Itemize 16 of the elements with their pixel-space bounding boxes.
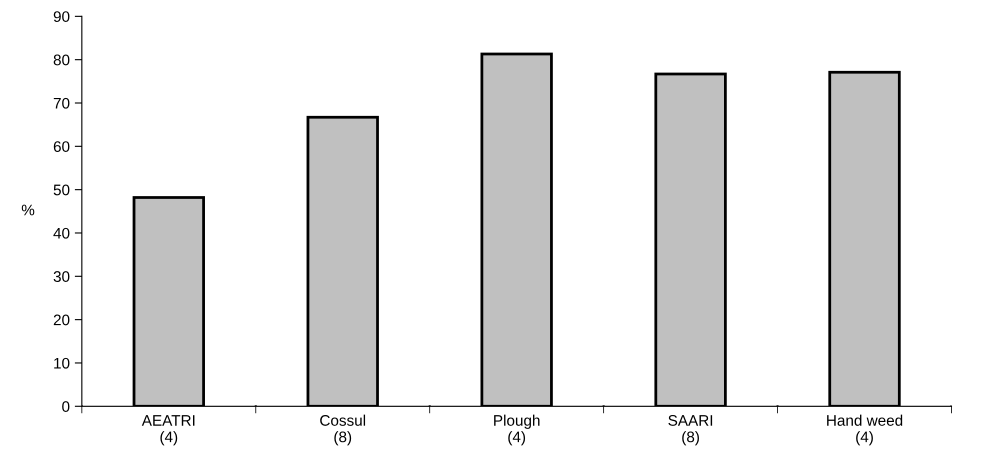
y-tick-label: 0: [62, 401, 70, 412]
y-tick-label: 20: [54, 314, 70, 326]
y-tick-label: 60: [54, 141, 70, 152]
x-tick-label: Plough (4): [494, 414, 540, 446]
x-tick-label: Hand weed (4): [827, 414, 902, 446]
y-tick-label: 40: [53, 228, 70, 239]
y-tick-label: 30: [54, 271, 70, 282]
y-tick-label: 70: [54, 98, 70, 109]
x-tick-label: Cossul (8): [320, 414, 366, 446]
x-tick-label: SAARI (8): [668, 415, 712, 446]
y-tick-label: 10: [54, 358, 70, 369]
y-tick-label: 90: [54, 11, 70, 22]
y-tick-label: 80: [54, 54, 70, 66]
y-axis-title: %: [22, 204, 34, 216]
y-tick-label: 50: [54, 184, 70, 196]
x-tick-label: AEATRI (4): [142, 415, 194, 446]
